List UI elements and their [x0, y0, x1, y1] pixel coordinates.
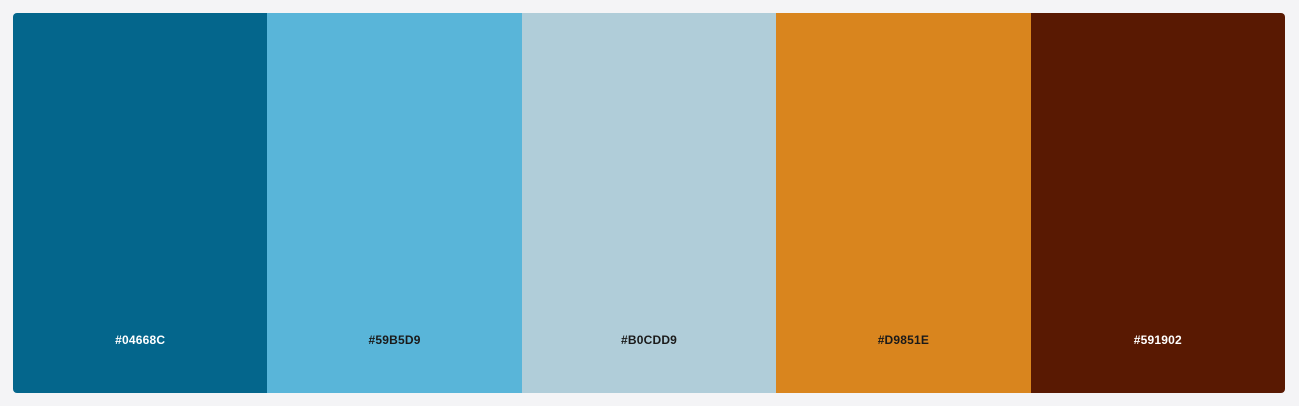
color-swatch-1[interactable]: #04668C	[13, 13, 268, 393]
swatch-hex-label: #B0CDD9	[620, 333, 678, 347]
color-palette: #04668C #59B5D9 #B0CDD9 #D9851E #591902	[13, 13, 1285, 393]
color-swatch-4[interactable]: #D9851E	[776, 13, 1031, 393]
color-swatch-5[interactable]: #591902	[1030, 13, 1285, 393]
color-swatch-3[interactable]: #B0CDD9	[521, 13, 777, 393]
color-swatch-2[interactable]: #59B5D9	[267, 13, 522, 393]
swatch-hex-label: #D9851E	[877, 333, 930, 347]
swatch-hex-label: #04668C	[115, 333, 166, 347]
swatch-hex-label: #591902	[1133, 333, 1182, 347]
swatch-hex-label: #59B5D9	[368, 333, 421, 347]
